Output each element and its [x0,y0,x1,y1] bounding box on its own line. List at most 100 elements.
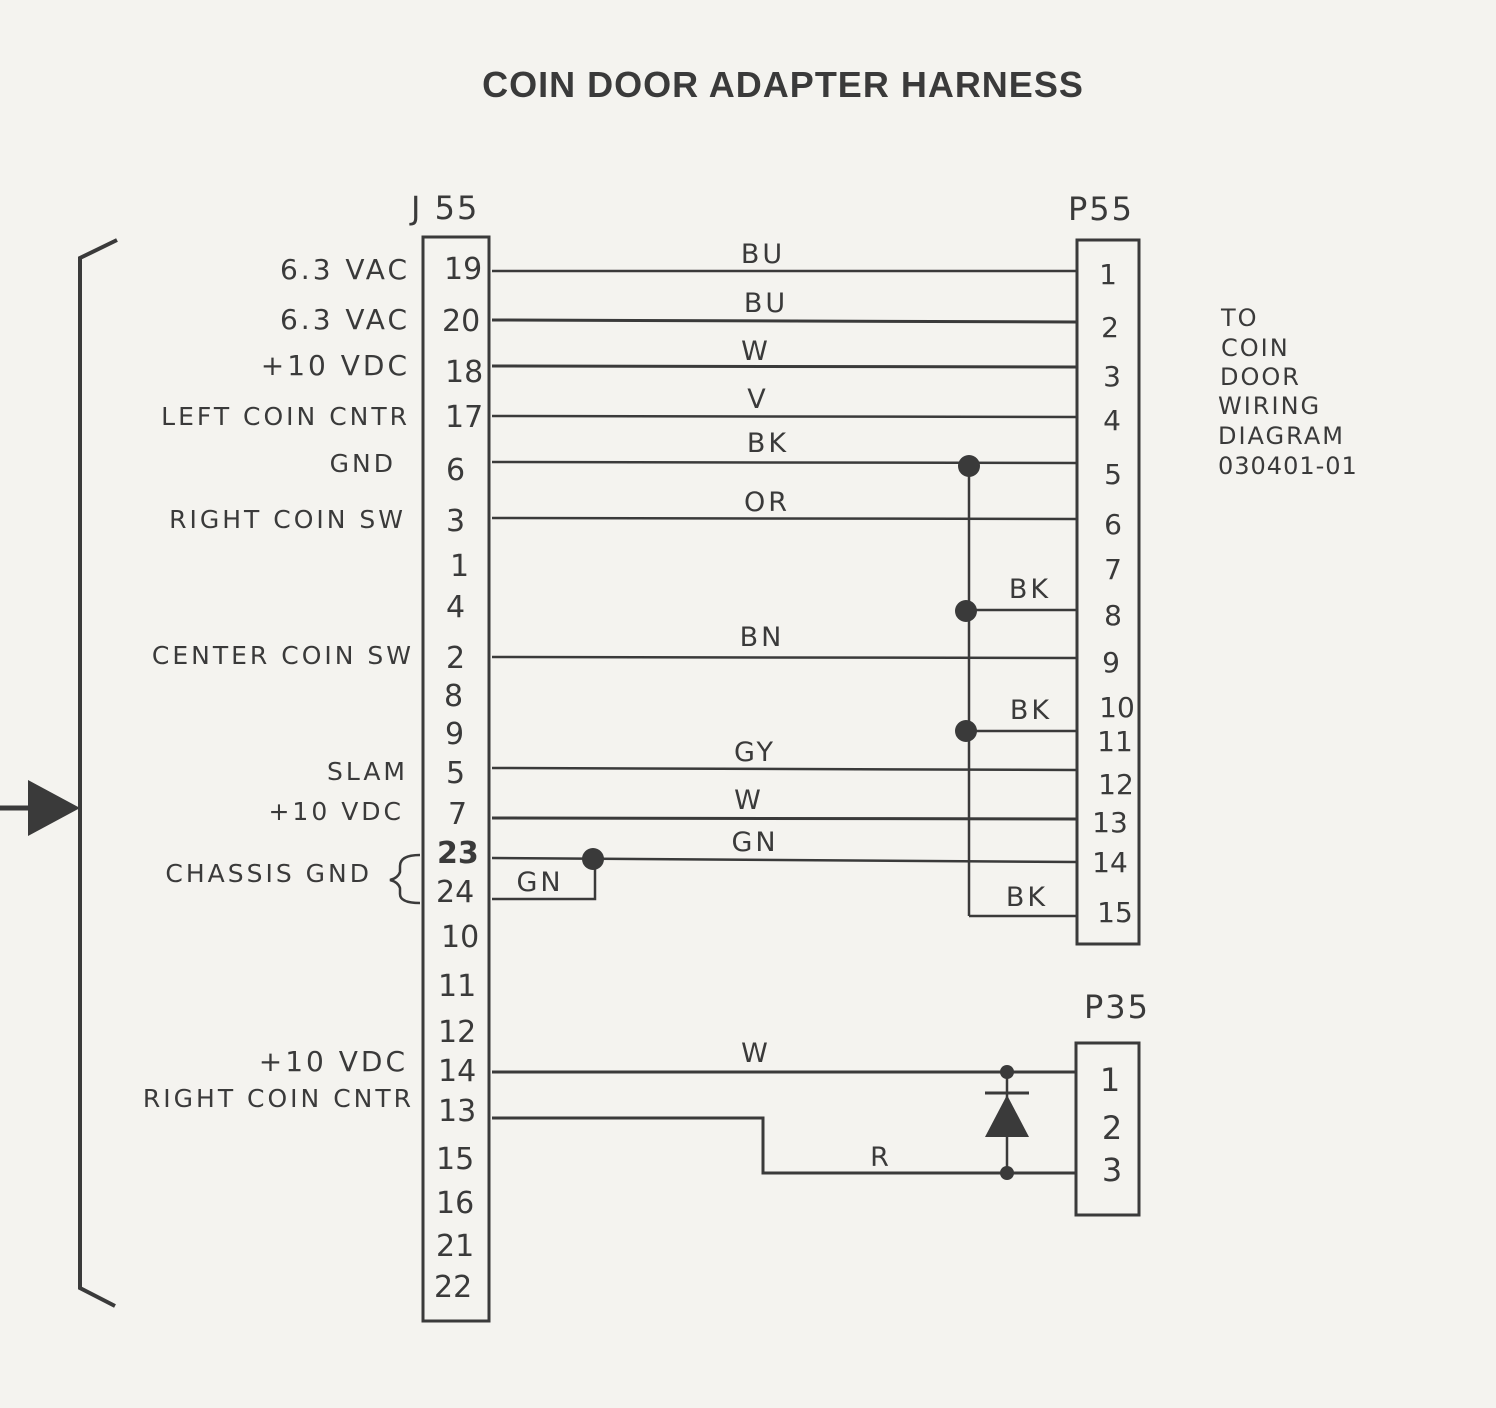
note-line: COIN [1221,334,1290,362]
wire-color-label: GY [734,737,776,768]
signal-label: +10 VDC [268,797,404,826]
j55-pin: 22 [434,1270,472,1305]
j55-pin: 12 [438,1015,476,1050]
j55-pin: 16 [436,1186,474,1221]
p55-pin: 2 [1101,311,1119,344]
diode-icon [985,1095,1029,1137]
signal-label: RIGHT COIN CNTR [143,1084,414,1113]
junction-dots [582,455,1014,1180]
j55-pin: 24 [436,875,474,910]
wire-color-label: W [741,336,771,367]
p55-pin: 3 [1103,360,1121,393]
p55-pin: 10 [1099,691,1135,724]
wire-color-label: W [734,785,764,816]
note-line: DIAGRAM [1218,422,1345,450]
wire-color-label: R [870,1142,892,1173]
wire-bn-9 [491,655,1078,660]
j55-pin: 23 [437,836,479,871]
j55-pin: 14 [438,1054,476,1089]
p55-pin-numbers: 1 2 3 4 5 6 7 8 9 10 11 12 13 14 15 [1092,258,1135,929]
wire-color-label: V [747,384,768,415]
p55-pin: 14 [1092,846,1128,879]
wire-color-label: BK [1006,882,1048,913]
j55-signal-labels: 6.3 VAC 6.3 VAC +10 VDC LEFT COIN CNTR G… [143,253,414,1113]
j55-pin: 7 [448,797,467,832]
wire-color-label: BU [741,239,785,270]
p55-label: P55 [1068,190,1134,228]
wire-color-label: BK [1009,574,1051,605]
p55-pin: 1 [1099,258,1117,291]
chassis-gnd-brace [389,853,421,905]
j55-pin: 3 [446,504,465,539]
j55-pin: 1 [450,549,469,584]
wire-v-4 [491,414,1078,419]
p55-connector [1075,238,1141,946]
diagram-title: COIN DOOR ADAPTER HARNESS [482,64,1084,105]
p55-pin: 13 [1092,806,1128,839]
signal-label: LEFT COIN CNTR [161,402,410,431]
j55-pin: 2 [446,641,465,676]
signal-label: GND [330,449,396,478]
junction-dot [955,720,977,742]
j55-pin: 17 [445,400,483,435]
j55-pin: 5 [446,756,465,791]
junction-dot [955,600,977,622]
note-line: TO [1220,304,1259,332]
j55-pin: 6 [446,453,465,488]
input-arrow-icon [28,780,80,836]
p55-pin: 11 [1097,725,1133,758]
p55-pin: 6 [1104,508,1122,541]
j55-pin: 8 [444,679,463,714]
junction-dot [958,455,980,477]
p55-pin: 15 [1097,896,1133,929]
wires [491,269,1078,1175]
p35-pin: 1 [1100,1061,1120,1099]
j55-pin-numbers: 19 20 18 17 6 3 1 4 2 8 9 5 7 23 24 10 1… [434,252,483,1305]
p35-pin: 2 [1102,1109,1122,1147]
junction-dot [582,848,604,870]
junction-dot [1000,1166,1014,1180]
j55-pin: 11 [438,969,476,1004]
p55-pin: 9 [1102,646,1120,679]
note-line: WIRING [1218,392,1321,420]
wire-gn-14 [491,856,1078,864]
wire-color-label: BN [740,622,785,653]
wire-r-p35-3 [492,1116,1076,1175]
wire-color-label: W [741,1038,771,1069]
signal-label: 6.3 VAC [280,303,410,336]
j55-connector [421,235,491,1323]
p55-pin: 5 [1104,458,1122,491]
wire-bu-2 [491,318,1078,324]
signal-label: SLAM [327,757,408,786]
j55-pin: 4 [446,590,465,625]
j55-pin: 9 [445,717,464,752]
j55-pin: 15 [436,1142,474,1177]
wire-color-label: BK [747,428,789,459]
signal-label: +10 VDC [261,349,410,382]
harness-bracket [78,238,118,1308]
coin-door-note: TO COIN DOOR WIRING DIAGRAM 030401-01 [1218,304,1358,480]
j55-pin: 18 [445,355,483,390]
p55-pin: 8 [1104,599,1122,632]
j55-pin: 10 [441,920,479,955]
note-line: DOOR [1220,363,1301,391]
wire-color-label: BU [744,288,788,319]
signal-label: RIGHT COIN SW [169,505,406,534]
wire-color-label: BK [1010,695,1052,726]
chassis-gnd-label: CHASSIS GND [165,859,372,888]
p55-pin: 12 [1098,768,1134,801]
j55-pin: 19 [444,252,482,287]
p55-pin: 4 [1103,404,1121,437]
j55-pin: 20 [442,304,480,339]
signal-label: 6.3 VAC [280,253,410,286]
wire-gy-12 [491,766,1078,772]
p35-label: P35 [1084,988,1150,1026]
j55-pin: 13 [438,1094,476,1129]
p55-pin: 7 [1104,553,1122,586]
wire-w-13 [491,816,1078,821]
signal-label: +10 VDC [259,1045,408,1078]
wire-color-labels: BU BU W V BK OR BK BN BK GY W GN GN BK W… [516,239,1052,1173]
signal-label: CENTER COIN SW [152,641,414,670]
note-line: 030401-01 [1218,452,1358,480]
